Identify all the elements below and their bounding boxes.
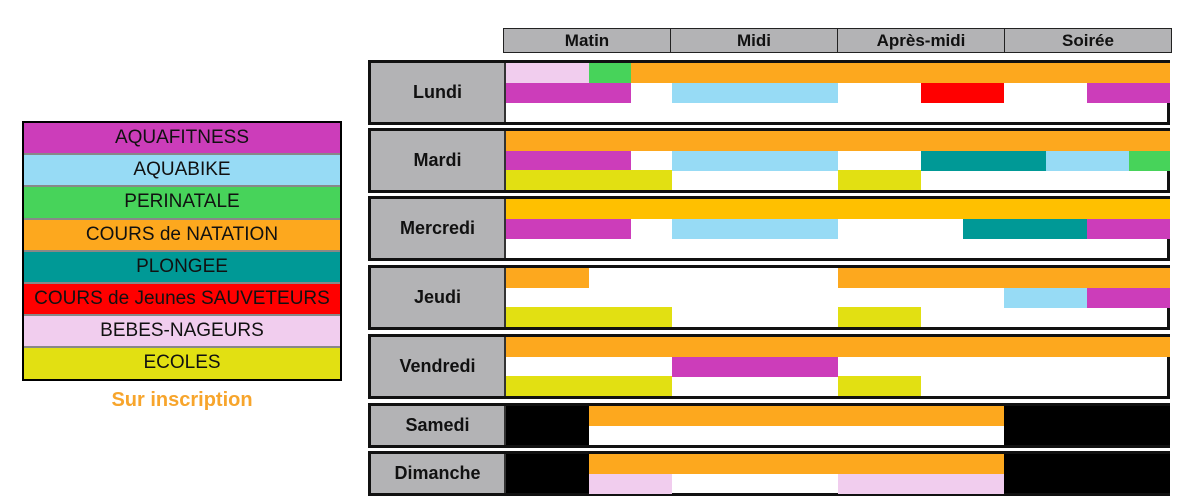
period-1: Midi — [670, 28, 838, 53]
day-label: Vendredi — [371, 337, 506, 396]
activity-block-natation — [838, 268, 1170, 288]
activity-block-aquabike — [1004, 287, 1087, 308]
closed-block — [1004, 406, 1170, 445]
legend-item-perinatale: PERINATALE — [24, 187, 340, 220]
period-2: Après-midi — [837, 28, 1005, 53]
day-label: Mercredi — [371, 199, 506, 258]
legend-item-aquafitness: AQUAFITNESS — [24, 123, 340, 156]
legend-item-ecoles: ECOLES — [24, 348, 340, 379]
closed-block — [1004, 454, 1170, 493]
day-row-vendredi: Vendredi — [368, 334, 1170, 399]
legend-item-plongee: PLONGEE — [24, 251, 340, 284]
activity-block-ecoles — [506, 376, 672, 396]
activity-block-aquabike — [672, 150, 838, 171]
activity-block-aquabike — [672, 218, 838, 239]
activity-block-bebes — [506, 63, 589, 83]
activity-block-plongee — [962, 218, 1087, 239]
activity-block-aquafitness — [506, 82, 631, 103]
legend-note: Sur inscription — [111, 389, 253, 411]
day-row-lundi: Lundi — [368, 60, 1170, 125]
day-row-mercredi: Mercredi — [368, 196, 1170, 261]
day-label: Mardi — [371, 131, 506, 190]
closed-block — [506, 406, 589, 445]
activity-block-aquafitness — [1087, 287, 1170, 308]
activity-block-ecoles — [838, 170, 921, 190]
activity-block-natation — [589, 454, 1004, 474]
activity-block-aquabike — [1045, 150, 1129, 171]
day-row-samedi: Samedi — [368, 403, 1170, 448]
activity-block-perinatale — [1128, 150, 1170, 171]
activity-block-natation — [506, 199, 1170, 219]
legend-item-aquabike: AQUABIKE — [24, 155, 340, 188]
activity-block-ecoles — [506, 307, 672, 327]
legend-item-bebes: BEBES-NAGEURS — [24, 316, 340, 349]
activity-block-aquafitness — [506, 150, 631, 171]
period-0: Matin — [503, 28, 671, 53]
activity-block-bebes — [838, 473, 1004, 494]
activity-block-ecoles — [506, 170, 672, 190]
activity-block-perinatale — [589, 63, 631, 83]
activity-block-plongee — [921, 150, 1046, 171]
legend-item-sauveteurs: COURS de Jeunes SAUVETEURS — [24, 283, 340, 317]
legend-item-natation: COURS de NATATION — [24, 219, 340, 252]
period-3: Soirée — [1004, 28, 1172, 53]
period-header: Matin Midi Après-midi Soirée — [503, 28, 1172, 55]
activity-block-ecoles — [838, 307, 921, 327]
activity-block-aquafitness — [672, 356, 838, 377]
activity-block-aquafitness — [1087, 218, 1170, 239]
day-label: Lundi — [371, 63, 506, 122]
activity-block-natation — [506, 337, 1170, 357]
day-row-dimanche: Dimanche — [368, 451, 1170, 496]
activity-block-sauveteurs — [921, 82, 1004, 103]
day-label: Dimanche — [371, 454, 506, 493]
activity-block-aquafitness — [1087, 82, 1170, 103]
activity-block-bebes — [589, 473, 672, 494]
activity-block-aquafitness — [506, 218, 631, 239]
activity-block-ecoles — [838, 376, 921, 396]
activity-block-natation — [589, 406, 1004, 426]
day-row-jeudi: Jeudi — [368, 265, 1170, 330]
closed-block — [506, 454, 589, 493]
day-row-mardi: Mardi — [368, 128, 1170, 193]
legend: AQUAFITNESS AQUABIKE PERINATALE COURS de NA… — [22, 121, 342, 381]
activity-block-aquabike — [672, 82, 838, 103]
activity-block-natation — [506, 268, 589, 288]
activity-block-natation — [630, 63, 1170, 83]
day-label: Jeudi — [371, 268, 506, 327]
activity-block-natation — [506, 131, 1170, 151]
day-label: Samedi — [371, 406, 506, 445]
